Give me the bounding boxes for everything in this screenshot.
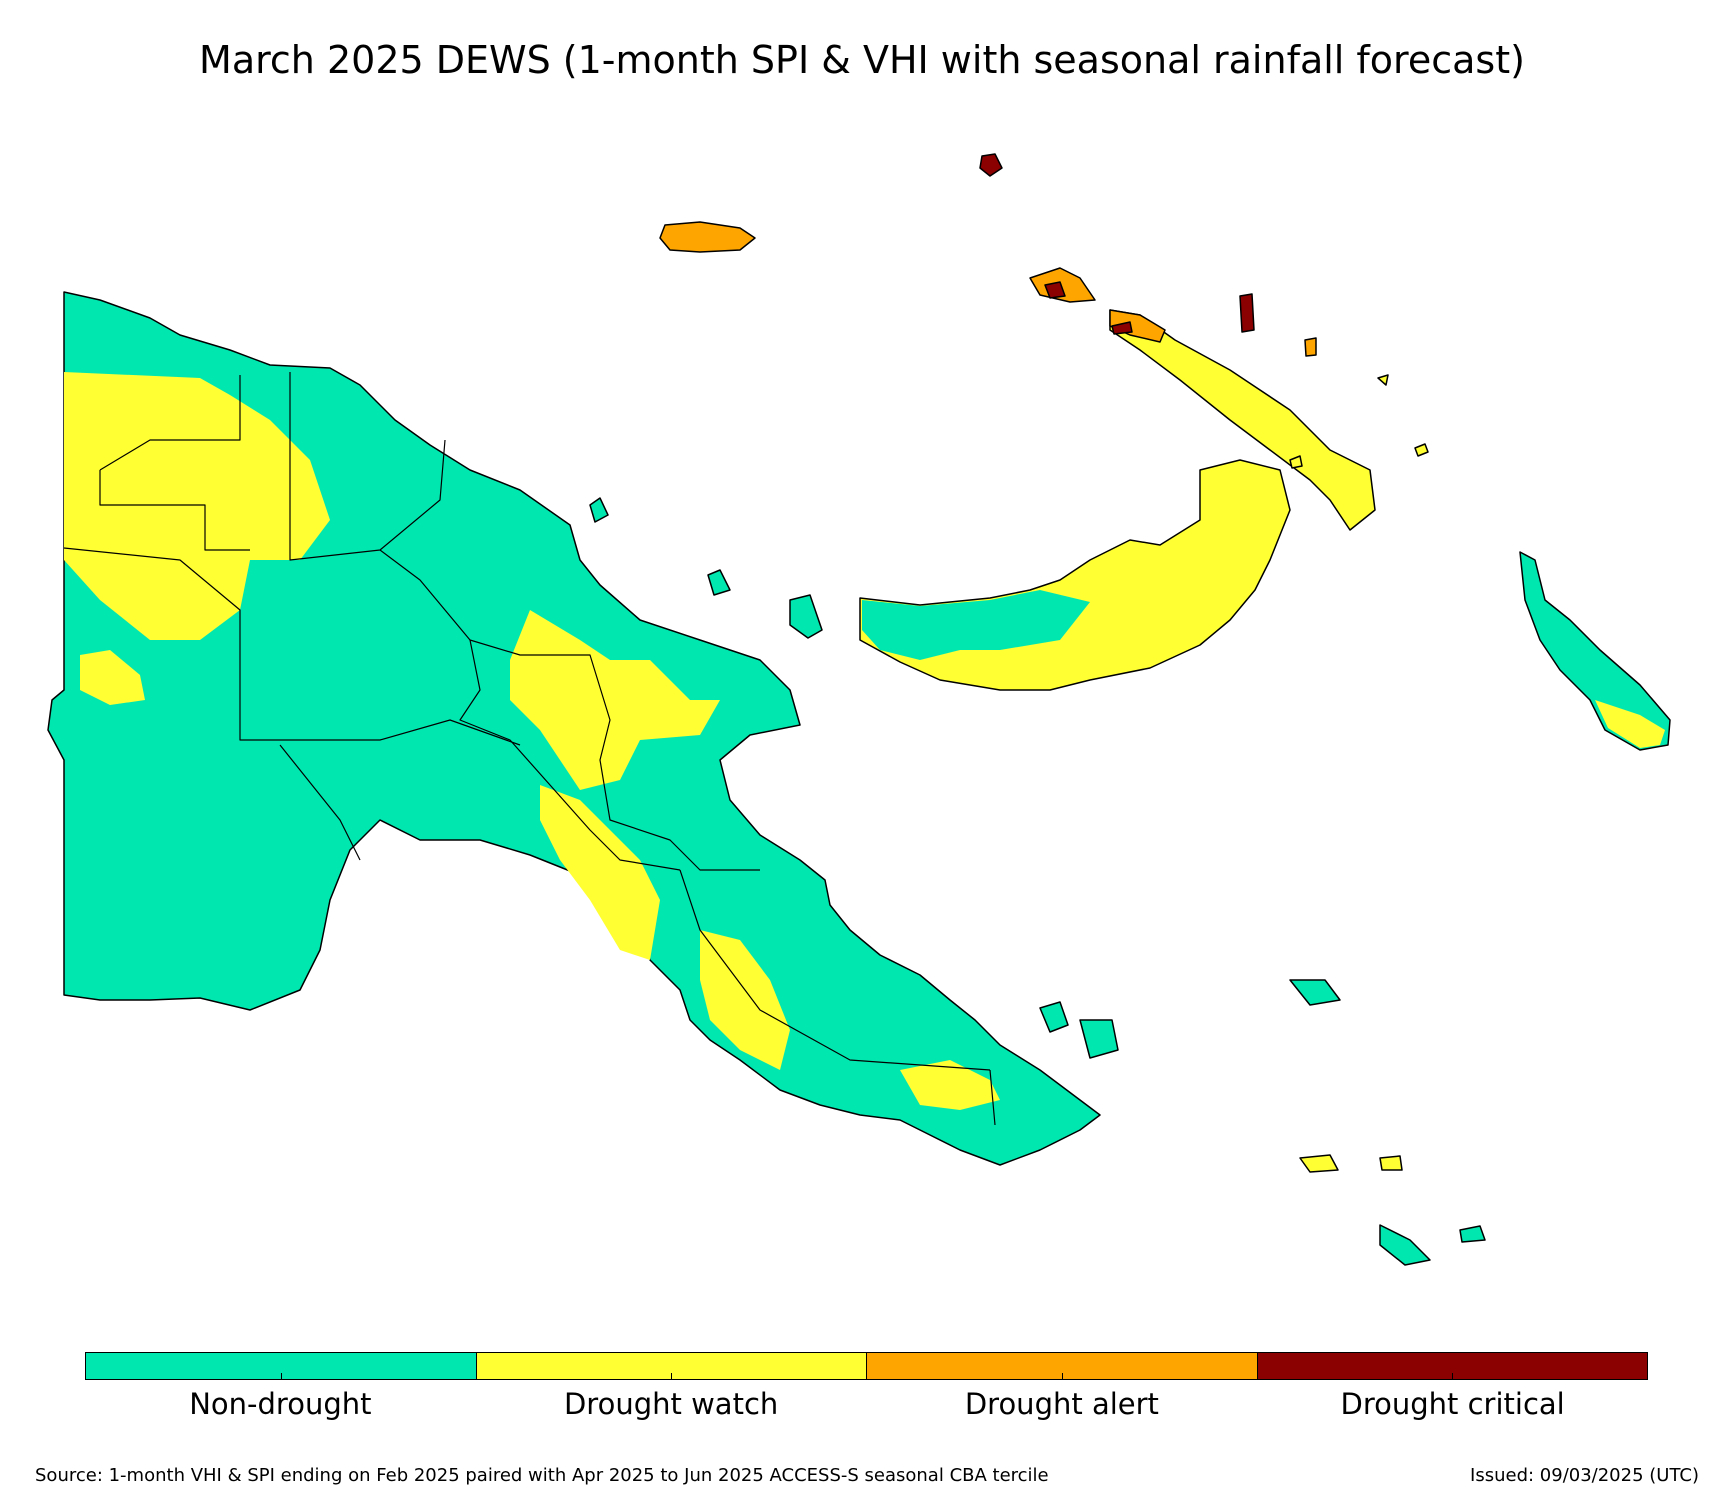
legend-label: Drought alert bbox=[964, 1387, 1159, 1421]
island-non-drought-a bbox=[589, 497, 609, 523]
colorbar-labels: Non-drought Drought watch Drought alert … bbox=[85, 1387, 1648, 1421]
legend-label: Drought watch bbox=[563, 1387, 779, 1421]
colorbar-drought-alert bbox=[867, 1353, 1258, 1379]
d-entrecasteaux-islands bbox=[1039, 1001, 1069, 1033]
province-boundary bbox=[99, 470, 250, 551]
new-ireland-alert bbox=[1109, 309, 1166, 343]
map-title: March 2025 DEWS (1-month SPI & VHI with … bbox=[199, 38, 1525, 82]
mainland-watch-south bbox=[540, 785, 660, 960]
woodlark-island bbox=[1299, 1154, 1339, 1173]
island-critical-north bbox=[979, 153, 1003, 177]
mainland-watch-se bbox=[900, 1060, 1000, 1110]
trobriand-islands bbox=[1289, 979, 1341, 1006]
province-boundary bbox=[459, 639, 681, 871]
colorbar-non-drought bbox=[86, 1353, 477, 1379]
mainland-watch-pap bbox=[700, 930, 790, 1070]
colorbar bbox=[85, 1352, 1648, 1380]
island-watch-b bbox=[1414, 443, 1429, 457]
mainland-watch-w bbox=[80, 650, 145, 705]
source-note: Source: 1-month VHI & SPI ending on Feb … bbox=[35, 1465, 1049, 1486]
new-hanover bbox=[1029, 267, 1096, 303]
louisiade-islands bbox=[1379, 1224, 1431, 1266]
island-watch-c bbox=[1377, 374, 1389, 386]
new-britain-non-drought bbox=[862, 590, 1090, 660]
bougainville bbox=[1519, 551, 1671, 751]
colorbar-drought-watch bbox=[476, 1353, 867, 1379]
bismarck-islands bbox=[1379, 1155, 1403, 1171]
island-non-drought-b bbox=[707, 569, 731, 596]
legend-label: Drought critical bbox=[1340, 1387, 1565, 1421]
province-boundary bbox=[99, 375, 241, 471]
island-alert-small bbox=[1304, 337, 1317, 357]
rossel-island bbox=[1459, 1225, 1486, 1243]
bougainville-watch bbox=[1595, 700, 1665, 748]
drought-map bbox=[0, 110, 1724, 1350]
island-non-drought-c bbox=[789, 594, 823, 639]
island-critical-tiny bbox=[1111, 321, 1133, 335]
d-entrecasteaux-islands-2 bbox=[1079, 1019, 1119, 1059]
issued-date: Issued: 09/03/2025 (UTC) bbox=[1470, 1465, 1699, 1486]
new-ireland bbox=[1109, 309, 1376, 531]
province-boundary bbox=[63, 547, 521, 746]
mainland-watch-nw bbox=[64, 372, 330, 640]
new-hanover-critical bbox=[1044, 281, 1066, 299]
map-svg bbox=[47, 153, 1671, 1266]
island-critical-small bbox=[1239, 293, 1255, 333]
legend-label: Non-drought bbox=[189, 1387, 372, 1421]
island-watch-a bbox=[1289, 455, 1303, 469]
province-boundary bbox=[989, 1069, 996, 1126]
province-boundary bbox=[679, 869, 991, 1071]
colorbar-drought-critical bbox=[1257, 1353, 1647, 1379]
manus-island bbox=[659, 221, 756, 253]
province-boundary bbox=[379, 549, 760, 871]
province-boundary bbox=[279, 744, 361, 861]
